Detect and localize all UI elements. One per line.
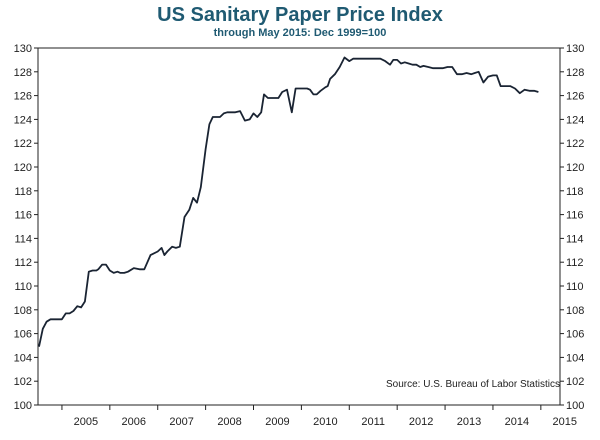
x-tick-label: 2011	[361, 416, 385, 428]
y-tick-label-right: 130	[566, 43, 584, 55]
y-tick-label-right: 120	[566, 162, 584, 174]
y-tick-label-left: 124	[14, 114, 32, 126]
y-tick-label-left: 104	[14, 352, 32, 364]
y-tick-label-left: 106	[14, 329, 32, 341]
y-tick-label-left: 118	[14, 186, 32, 198]
chart-title: US Sanitary Paper Price Index	[157, 4, 443, 26]
y-tick-label-right: 114	[566, 233, 584, 245]
y-tick-label-left: 102	[14, 376, 32, 388]
x-tick-label: 2007	[169, 416, 193, 428]
series-line	[38, 56, 539, 347]
y-tick-label-right: 108	[566, 305, 584, 317]
y-tick-label-right: 106	[566, 329, 584, 341]
y-tick-label-left: 114	[14, 233, 32, 245]
x-tick-label: 2013	[457, 416, 481, 428]
y-axis-left: 100 102 104 106 108 110 112 114 116 118 120 122 124 1…	[14, 43, 38, 412]
x-tick-label: 2012	[409, 416, 433, 428]
y-tick-label-left: 110	[14, 281, 32, 293]
chart-subtitle: through May 2015: Dec 1999=100	[213, 27, 387, 39]
y-axis-right: 100 102 104 106 108 110 112 114 116 118 120 122 124 1…	[560, 43, 584, 412]
x-tick-label: 2006	[122, 416, 146, 428]
y-tick-label-left: 130	[14, 43, 32, 55]
y-tick-label-left: 112	[14, 257, 32, 269]
source-annotation: Source: U.S. Bureau of Labor Statistics	[386, 379, 560, 390]
y-tick-label-left: 128	[14, 67, 32, 79]
y-tick-label-right: 100	[566, 400, 584, 412]
x-tick-label: 2010	[313, 416, 337, 428]
y-tick-label-right: 110	[566, 281, 584, 293]
x-tick-label: 2009	[265, 416, 289, 428]
y-tick-label-right: 118	[566, 186, 584, 198]
y-tick-label-left: 122	[14, 138, 32, 150]
y-tick-label-right: 126	[566, 91, 584, 103]
y-tick-label-right: 122	[566, 138, 584, 150]
y-tick-label-left: 126	[14, 91, 32, 103]
y-tick-label-right: 116	[566, 210, 584, 222]
x-axis: 2005 2006 2007 2008 2009 2010 2011 2012 2013 2014…	[61, 405, 577, 428]
x-tick-label: 2005	[74, 416, 98, 428]
y-tick-label-right: 124	[566, 114, 584, 126]
y-tick-label-left: 120	[14, 162, 32, 174]
y-tick-label-left: 100	[14, 400, 32, 412]
y-tick-label-right: 104	[566, 352, 584, 364]
y-tick-label-right: 112	[566, 257, 584, 269]
x-tick-label: 2015	[553, 416, 577, 428]
x-tick-label: 2014	[505, 416, 529, 428]
y-tick-label-right: 102	[566, 376, 584, 388]
plot-area-frame	[37, 47, 561, 406]
y-tick-label-left: 108	[14, 305, 32, 317]
y-tick-label-left: 116	[14, 210, 32, 222]
x-tick-label: 2008	[217, 416, 241, 428]
y-tick-label-right: 128	[566, 67, 584, 79]
